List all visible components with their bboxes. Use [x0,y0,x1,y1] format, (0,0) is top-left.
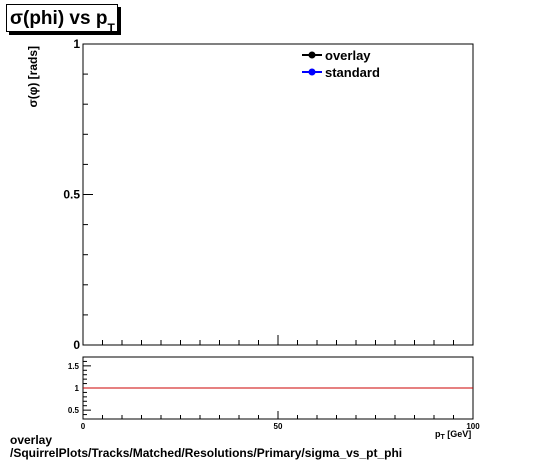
ratio-y-tick-labels: 0.5 1 1.5 [68,362,80,415]
legend-label-standard: standard [325,65,380,80]
legend: overlay standard [302,48,380,80]
main-y-tick-label: 0 [73,338,80,352]
footer-label: overlay [10,433,53,447]
main-y-tick-label: 1 [73,37,80,51]
ratio-y-tick-label: 1 [75,384,80,393]
main-y-tick-labels: 00.51 [63,37,80,352]
ratio-x-tick-labels: 0 50 100 [81,422,480,431]
chart-title-subscript: T [107,20,115,35]
chart-title-main: σ(phi) vs p [10,8,108,29]
legend-entry-standard: standard [302,65,380,80]
ratio-y-tick-label: 1.5 [68,362,80,371]
y-axis-label: σ(φ) [rads] [26,46,40,107]
main-plot-frame [82,43,474,346]
ratio-axis-ticks [82,360,474,419]
main-y-tick-label: 0.5 [63,188,80,202]
legend-marker-standard [308,68,316,76]
x-axis-label: pT [GeV] [435,429,471,441]
ratio-x-tick-label: 0 [81,422,86,431]
ratio-x-tick-label: 50 [274,422,283,431]
legend-entry-overlay: overlay [302,48,371,63]
main-axis-ticks [82,43,474,346]
chart-title: σ(phi) vs pT [6,4,118,35]
ratio-y-tick-label: 0.5 [68,406,80,415]
legend-marker-overlay [308,51,316,59]
footer-path: /SquirrelPlots/Tracks/Matched/Resolution… [10,446,403,460]
legend-label-overlay: overlay [325,48,371,63]
ratio-x-tick-label: 100 [466,422,480,431]
